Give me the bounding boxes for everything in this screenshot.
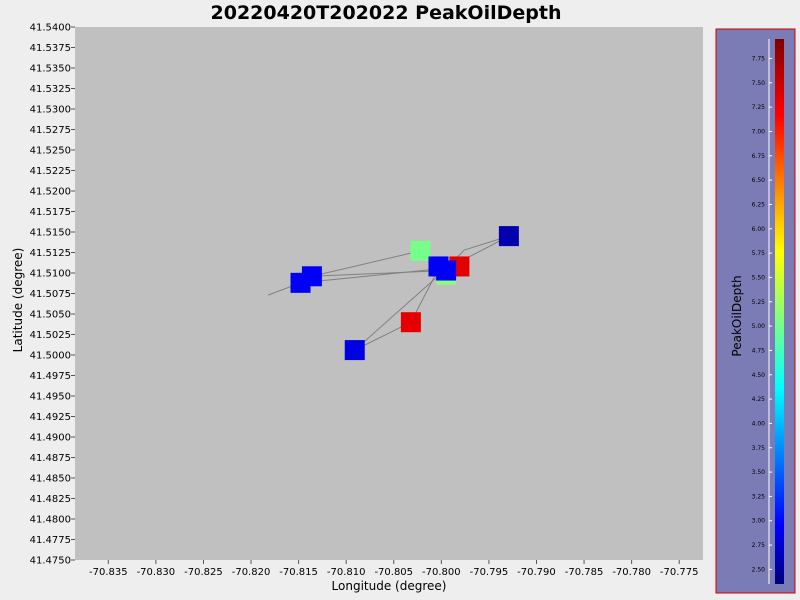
colorbar-tick-label: 7.75 <box>752 55 766 62</box>
colorbar-tick-label: 7.50 <box>752 80 766 87</box>
y-tick-label: 41.5350 <box>30 64 71 75</box>
x-tick-label: -70.820 <box>232 567 271 578</box>
colorbar-tick-label: 4.50 <box>752 372 766 379</box>
x-tick-label: -70.825 <box>184 567 223 578</box>
x-axis-ticks: -70.835 -70.830 -70.825 -70.820 -70.815 -70.8… <box>89 560 699 578</box>
colorbar-tick-label: 3.25 <box>752 493 766 500</box>
chart-title: 20220420T202022 PeakOilDepth <box>211 2 562 24</box>
track-segment <box>311 270 447 277</box>
x-tick-label: -70.810 <box>327 567 366 578</box>
y-tick-label: 41.4775 <box>30 535 71 546</box>
colorbar-gradient <box>775 39 784 584</box>
x-tick-label: -70.805 <box>374 567 413 578</box>
colorbar-tick-label: 3.00 <box>752 518 766 525</box>
y-tick-label: 41.4900 <box>30 433 71 444</box>
data-point <box>344 340 365 361</box>
y-tick-label: 41.5175 <box>30 207 71 218</box>
data-point <box>400 312 421 333</box>
y-tick-label: 41.5400 <box>30 23 71 34</box>
y-tick-label: 41.4850 <box>30 474 71 485</box>
y-axis-label: Latitude (degree) <box>11 248 25 353</box>
data-point <box>410 240 431 261</box>
x-tick-label: -70.785 <box>565 567 604 578</box>
y-tick-label: 41.5325 <box>30 84 71 95</box>
y-tick-label: 41.4925 <box>30 412 71 423</box>
colorbar-tick-label: 2.50 <box>752 566 766 573</box>
colorbar-tick-label: 5.25 <box>752 299 766 306</box>
colorbar-tick-label: 4.75 <box>752 347 766 354</box>
y-tick-label: 41.5250 <box>30 146 71 157</box>
y-tick-label: 41.5075 <box>30 289 71 300</box>
x-tick-label: -70.775 <box>660 567 699 578</box>
colorbar-tick-label: 5.75 <box>752 250 766 257</box>
data-points <box>290 226 519 361</box>
colorbar-tick-label: 4.00 <box>752 420 766 427</box>
colorbar-tick-label: 7.25 <box>752 104 766 111</box>
y-tick-label: 41.5125 <box>30 248 71 259</box>
y-tick-label: 41.5100 <box>30 269 71 280</box>
x-tick-label: -70.830 <box>137 567 176 578</box>
x-tick-label: -70.795 <box>470 567 509 578</box>
colorbar-tick-label: 3.50 <box>752 469 766 476</box>
y-tick-label: 41.5300 <box>30 105 71 116</box>
y-tick-label: 41.4800 <box>30 515 71 526</box>
colorbar-tick-label: 6.25 <box>752 201 766 208</box>
y-tick-label: 41.4875 <box>30 453 71 464</box>
y-tick-label: 41.5375 <box>30 43 71 54</box>
y-axis-ticks: 41.4750 41.4775 41.4800 41.4825 41.4850 41.48… <box>30 23 75 567</box>
x-tick-label: -70.815 <box>279 567 318 578</box>
y-tick-label: 41.4750 <box>30 556 71 567</box>
colorbar-tick-label: 4.25 <box>752 396 766 403</box>
y-tick-label: 41.5150 <box>30 228 71 239</box>
track-segment <box>311 250 421 277</box>
colorbar-label: PeakOilDepth <box>730 275 744 356</box>
x-axis-label: Longitude (degree) <box>332 579 447 593</box>
y-tick-label: 41.5275 <box>30 125 71 136</box>
x-tick-label: -70.835 <box>89 567 128 578</box>
data-point <box>498 226 519 247</box>
colorbar-ticks: 2.50 2.75 3.00 3.25 3.50 3.75 4.00 4.25 4.50 4.75… <box>752 55 772 573</box>
y-tick-label: 41.5225 <box>30 166 71 177</box>
colorbar-tick-label: 2.75 <box>752 542 766 549</box>
y-tick-label: 41.5050 <box>30 310 71 321</box>
y-tick-label: 41.4825 <box>30 494 71 505</box>
y-tick-label: 41.5025 <box>30 330 71 341</box>
x-tick-label: -70.790 <box>517 567 556 578</box>
colorbar-tick-label: 6.00 <box>752 226 766 233</box>
x-tick-label: -70.800 <box>422 567 461 578</box>
colorbar-tick-label: 6.75 <box>752 153 766 160</box>
data-point <box>436 260 457 281</box>
track-segment <box>300 268 439 284</box>
y-tick-label: 41.4950 <box>30 392 71 403</box>
plot-area <box>75 27 703 560</box>
y-tick-label: 41.4975 <box>30 371 71 382</box>
x-tick-label: -70.780 <box>612 567 651 578</box>
colorbar-tick-label: 6.50 <box>752 177 766 184</box>
data-point <box>301 266 322 287</box>
colorbar-tick-label: 5.00 <box>752 323 766 330</box>
colorbar-tick-label: 3.75 <box>752 445 766 452</box>
colorbar-tick-label: 7.00 <box>752 128 766 135</box>
y-tick-label: 41.5000 <box>30 351 71 362</box>
y-tick-label: 41.5200 <box>30 187 71 198</box>
colorbar-tick-label: 5.50 <box>752 274 766 281</box>
track-segment <box>354 268 447 351</box>
